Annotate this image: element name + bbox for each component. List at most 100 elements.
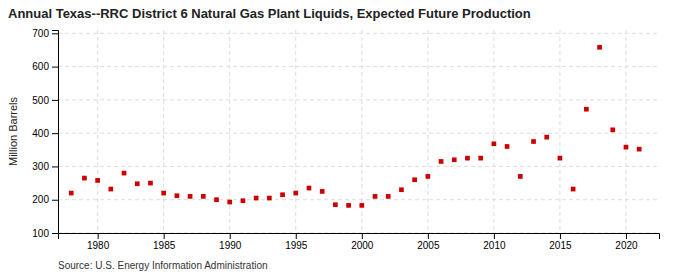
point [597, 45, 602, 50]
y-tick-label: 700 [32, 28, 49, 39]
y-tick-label: 600 [32, 61, 49, 72]
points [69, 45, 642, 208]
x-tick: 1990 [219, 233, 242, 251]
point [108, 187, 113, 192]
point [307, 186, 312, 191]
plot-area: 1980198519901995200020052010201520201002… [32, 28, 659, 251]
x-tick-mark [494, 233, 495, 239]
point [175, 193, 180, 198]
point [241, 198, 246, 203]
point [95, 178, 100, 183]
x-tick: 2020 [615, 233, 638, 251]
y-grid-line [58, 166, 659, 167]
y-tick: 200 [32, 194, 58, 205]
point [148, 181, 153, 186]
point [122, 171, 127, 176]
x-grid-line [361, 30, 362, 233]
y-tick: 600 [32, 61, 58, 72]
x-tick-mark [428, 233, 429, 239]
point [254, 196, 259, 201]
point [293, 191, 298, 196]
x-tick-label: 1985 [153, 240, 176, 251]
x-tick: 2005 [417, 233, 440, 251]
y-tick-label: 400 [32, 128, 49, 139]
x-tick-mark [296, 233, 297, 239]
point [637, 147, 642, 152]
y-tick-mark [52, 133, 58, 134]
x-tick: 2000 [351, 233, 374, 251]
y-tick-mark [52, 200, 58, 201]
point [214, 197, 219, 202]
y-tick-label: 500 [32, 95, 49, 106]
point [188, 194, 193, 199]
point [69, 191, 74, 196]
point [584, 107, 589, 112]
x-grid-line [427, 30, 428, 233]
x-tick-label: 2010 [483, 240, 506, 251]
y-grid-line [58, 199, 659, 200]
point [426, 174, 431, 179]
x-tick-mark [626, 233, 627, 239]
x-grid-line [295, 30, 296, 233]
point [373, 194, 378, 199]
point [359, 203, 364, 208]
x-tick-label: 2015 [549, 240, 572, 251]
x-tick: 2010 [483, 233, 506, 251]
point [267, 196, 272, 201]
x-tick-label: 1995 [285, 240, 308, 251]
y-grid-line [58, 133, 659, 134]
y-tick: 400 [32, 128, 58, 139]
chart: Annual Texas--RRC District 6 Natural Gas… [0, 0, 675, 275]
x-tick-label: 1990 [219, 240, 242, 251]
point [571, 187, 576, 192]
point [544, 135, 549, 140]
x-grid-line [493, 30, 494, 233]
x-tick: 1995 [285, 233, 308, 251]
x-tick-mark [98, 233, 99, 239]
x-tick-mark [230, 233, 231, 239]
point [346, 203, 351, 208]
y-tick-mark [52, 33, 58, 34]
x-tick: 2015 [549, 233, 572, 251]
point [412, 177, 417, 182]
point [505, 144, 510, 149]
point [452, 157, 457, 162]
y-grid-line [58, 66, 659, 67]
y-grid-line [58, 33, 659, 34]
y-tick-mark [52, 67, 58, 68]
x-grid-line [163, 30, 164, 233]
point [161, 191, 166, 196]
y-tick: 300 [32, 161, 58, 172]
y-axis: 100 200 300 400 500 600 700 [32, 28, 58, 239]
x-tick-mark [362, 233, 363, 239]
x-axis: 198019851990199520002005201020152020 [59, 233, 660, 251]
point [624, 145, 629, 150]
x-tick-mark [164, 233, 165, 239]
point [399, 187, 404, 192]
point [280, 192, 285, 197]
y-tick-label: 100 [32, 228, 49, 239]
point [465, 156, 470, 161]
y-tick-mark [52, 166, 58, 167]
x-tick-label: 2020 [615, 240, 638, 251]
source: Source: U.S. Energy Information Administ… [58, 260, 268, 271]
y-grid-line [58, 99, 659, 100]
y-tick-mark [52, 233, 58, 234]
point [518, 174, 523, 179]
point [492, 141, 497, 146]
y-tick-mark [52, 100, 58, 101]
x-grid-line [559, 30, 560, 233]
y-tick: 700 [32, 28, 58, 39]
point [558, 156, 563, 161]
x-grid-line [97, 30, 98, 233]
point [227, 200, 232, 205]
x-tick-label: 2000 [351, 240, 374, 251]
point [82, 176, 87, 181]
point [333, 202, 338, 207]
y-tick: 100 [32, 228, 58, 239]
x-axis-line [59, 234, 660, 240]
point [320, 189, 325, 194]
x-tick: 1985 [153, 233, 176, 251]
y-tick: 500 [32, 95, 58, 106]
point [531, 139, 536, 144]
